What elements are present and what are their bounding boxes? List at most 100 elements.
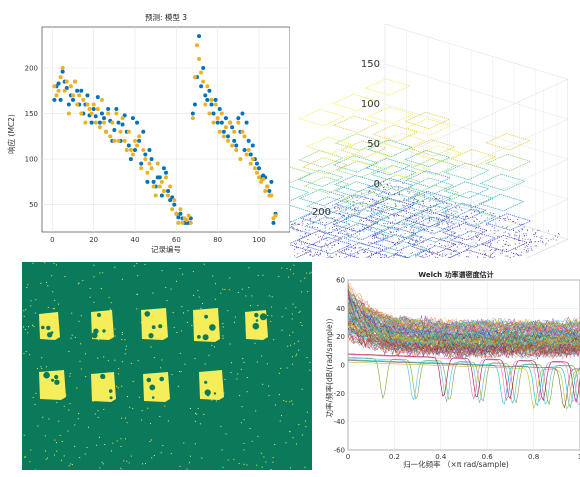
observed-point [159,193,164,198]
data-point [483,250,485,252]
binary-mask-image [22,262,312,470]
noise-speck [228,289,230,291]
data-point [432,196,434,198]
data-cluster [334,194,381,212]
data-point [533,236,535,238]
noise-speck [270,469,272,470]
region-hole [148,333,154,339]
data-cluster [306,236,353,255]
noise-speck [24,455,26,457]
data-point [434,196,436,198]
x-tick-label: 60 [172,236,181,244]
predicted-point [58,75,63,80]
noise-speck [99,467,101,469]
psd-line [347,308,580,358]
noise-speck [125,438,126,440]
y-tick-label: 40 [336,305,345,313]
data-point [515,249,517,250]
data-point [383,187,385,189]
noise-speck [296,443,297,445]
predicted-point [128,148,133,152]
data-point [534,234,536,235]
data-point [521,228,523,230]
y-tick-label: 200 [25,65,38,73]
data-point [346,201,348,203]
data-point [491,226,493,227]
noise-speck [292,331,294,333]
data-point [469,252,471,254]
data-point [308,229,310,231]
data-point [526,249,527,251]
data-point [504,244,506,245]
noise-speck [140,322,142,323]
observed-point [254,161,259,166]
noise-speck [124,353,126,355]
data-point [459,225,461,227]
data-cluster [412,204,460,222]
data-cluster [332,155,379,173]
region-hole [204,314,209,319]
noise-speck [56,450,58,452]
psd-line [347,303,580,354]
noise-speck [160,367,162,369]
data-point [320,248,322,250]
noise-speck [102,272,104,274]
predicted-point [178,207,183,212]
noise-speck [289,467,291,469]
data-point [436,219,438,221]
y-tick-label: 50 [29,201,38,209]
data-point [394,243,396,245]
data-point [490,254,492,256]
noise-speck [298,312,300,313]
data-point [513,229,515,231]
noise-speck [229,343,231,345]
data-point [450,249,451,251]
data-point [304,228,306,230]
data-point [455,250,457,252]
data-point [294,223,296,225]
psd-line [347,306,580,344]
noise-speck [179,465,181,467]
noise-speck [59,434,61,436]
observed-point [128,157,133,162]
data-point [432,251,434,253]
data-point [499,218,501,220]
data-point [432,230,434,232]
noise-speck [37,425,39,427]
data-point [324,230,326,232]
data-point [466,221,468,223]
data-point [387,202,389,204]
data-point [472,238,474,240]
noise-speck [268,385,270,387]
noise-speck [84,453,86,455]
data-point [365,227,366,229]
z-tick-label: 150 [361,59,380,70]
data-point [425,254,427,256]
data-point [525,251,527,253]
data-point [445,237,447,239]
region-hole [54,379,60,385]
data-cluster [382,241,429,258]
data-point [315,251,316,253]
data-point [507,245,509,247]
x-axis-label: 归一化频率 （×π rad/sample) [403,459,509,469]
data-point [467,216,468,217]
noise-speck [285,442,287,444]
data-point [435,198,437,200]
data-point [335,234,337,236]
data-point [429,255,431,257]
data-point [347,212,348,214]
data-point [467,248,469,250]
data-point [391,236,393,237]
noise-speck [222,335,224,337]
y-grid-line [294,37,429,258]
data-point [489,212,491,214]
data-point [429,205,431,206]
predicted-point [257,175,261,180]
data-point [376,235,378,237]
data-point [326,239,328,241]
plot-area [41,26,290,233]
observed-point [197,34,202,39]
data-cluster [410,225,457,243]
noise-speck [198,296,200,298]
